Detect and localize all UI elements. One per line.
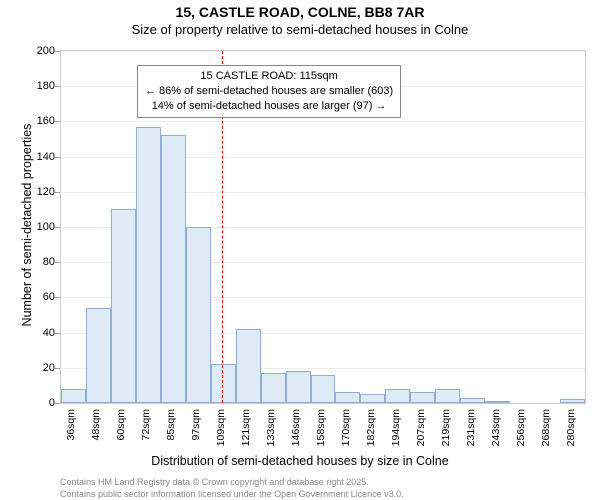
histogram-bar (385, 389, 410, 403)
x-tick-label: 97sqm (190, 409, 202, 441)
y-tick-label: 60 (43, 291, 55, 303)
histogram-bar (236, 329, 261, 403)
x-tick-label: 207sqm (415, 409, 427, 446)
histogram-bar (485, 401, 510, 403)
info-line-1: 15 CASTLE ROAD: 115sqm (145, 69, 393, 84)
gridline (61, 121, 585, 122)
histogram-bar (136, 127, 161, 403)
y-tick-label: 100 (37, 221, 55, 233)
histogram-bar (360, 394, 385, 403)
y-tick-label: 180 (37, 80, 55, 92)
y-tick-label: 40 (43, 327, 55, 339)
x-axis-label: Distribution of semi-detached houses by … (0, 454, 600, 468)
chart-container: 15, CASTLE ROAD, COLNE, BB8 7AR Size of … (0, 0, 600, 500)
y-tick-label: 160 (37, 115, 55, 127)
histogram-bar (86, 308, 111, 403)
histogram-bar (161, 135, 186, 403)
histogram-bar (261, 373, 286, 403)
x-tick-label: 219sqm (440, 409, 452, 446)
x-tick-label: 158sqm (315, 409, 327, 446)
histogram-bar (211, 364, 236, 403)
x-tick-label: 182sqm (365, 409, 377, 446)
plot-area: 15 CASTLE ROAD: 115sqm ← 86% of semi-det… (60, 50, 586, 404)
x-tick-label: 48sqm (90, 409, 102, 441)
histogram-bar (335, 392, 360, 403)
histogram-bar (286, 371, 311, 403)
x-tick-label: 146sqm (290, 409, 302, 446)
x-tick-label: 231sqm (465, 409, 477, 446)
x-tick-label: 280sqm (565, 409, 577, 446)
footer-line-2: Contains public sector information licen… (60, 489, 600, 500)
footer-attribution: Contains HM Land Registry data © Crown c… (60, 477, 600, 500)
x-tick-label: 268sqm (540, 409, 552, 446)
x-tick-label: 194sqm (390, 409, 402, 446)
chart-subtitle: Size of property relative to semi-detach… (0, 22, 600, 37)
x-tick-label: 72sqm (140, 409, 152, 441)
histogram-bar (560, 399, 585, 403)
y-tick-label: 120 (37, 186, 55, 198)
chart-title: 15, CASTLE ROAD, COLNE, BB8 7AR (0, 4, 600, 20)
x-tick-label: 170sqm (340, 409, 352, 446)
x-tick-label: 85sqm (165, 409, 177, 441)
histogram-bar (410, 392, 435, 403)
x-tick-label: 133sqm (265, 409, 277, 446)
y-tick-label: 140 (37, 151, 55, 163)
x-tick-label: 243sqm (490, 409, 502, 446)
y-tick-label: 0 (49, 397, 55, 409)
info-line-3: 14% of semi-detached houses are larger (… (145, 99, 393, 114)
histogram-bar (460, 398, 485, 403)
histogram-bar (61, 389, 86, 403)
x-tick-label: 109sqm (215, 409, 227, 446)
y-tick-label: 200 (37, 45, 55, 57)
info-box: 15 CASTLE ROAD: 115sqm ← 86% of semi-det… (137, 65, 401, 118)
info-line-2: ← 86% of semi-detached houses are smalle… (145, 84, 393, 99)
histogram-bar (311, 375, 336, 403)
y-axis-label: Number of semi-detached properties (20, 115, 34, 335)
footer-line-1: Contains HM Land Registry data © Crown c… (60, 477, 600, 489)
y-tick-label: 80 (43, 256, 55, 268)
histogram-bar (435, 389, 460, 403)
x-tick-label: 60sqm (115, 409, 127, 441)
x-tick-label: 36sqm (65, 409, 77, 441)
gridline (61, 51, 585, 52)
y-tick-label: 20 (43, 362, 55, 374)
x-tick-label: 121sqm (240, 409, 252, 446)
x-tick-label: 256sqm (515, 409, 527, 446)
histogram-bar (186, 227, 211, 403)
histogram-bar (111, 209, 136, 403)
